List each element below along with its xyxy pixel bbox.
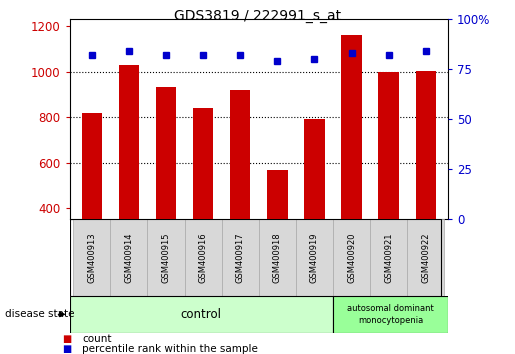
Text: ■: ■ <box>62 344 71 354</box>
Text: GDS3819 / 222991_s_at: GDS3819 / 222991_s_at <box>174 9 341 23</box>
Bar <box>333 296 448 333</box>
Bar <box>296 219 333 296</box>
Bar <box>333 219 370 296</box>
Text: autosomal dominant
monocytopenia: autosomal dominant monocytopenia <box>347 304 434 325</box>
Bar <box>147 219 184 296</box>
Bar <box>81 113 102 219</box>
Bar <box>193 108 213 219</box>
Bar <box>230 90 250 219</box>
Text: GSM400922: GSM400922 <box>421 232 431 283</box>
Text: GSM400918: GSM400918 <box>273 232 282 283</box>
Text: ■: ■ <box>62 334 71 344</box>
Text: GSM400916: GSM400916 <box>199 232 208 283</box>
Bar <box>156 86 176 219</box>
Text: percentile rank within the sample: percentile rank within the sample <box>82 344 259 354</box>
Text: GSM400915: GSM400915 <box>162 232 170 283</box>
Bar <box>267 170 287 219</box>
Bar <box>184 219 221 296</box>
Bar <box>110 219 147 296</box>
Text: GSM400919: GSM400919 <box>310 232 319 283</box>
Bar <box>304 119 324 219</box>
Bar <box>379 72 399 219</box>
Bar <box>341 35 362 219</box>
Bar <box>416 70 436 219</box>
Text: control: control <box>181 308 222 321</box>
Bar <box>118 65 139 219</box>
Bar <box>407 219 444 296</box>
Text: GSM400913: GSM400913 <box>87 232 96 283</box>
Text: GSM400921: GSM400921 <box>384 232 393 283</box>
Text: GSM400920: GSM400920 <box>347 232 356 283</box>
Bar <box>73 219 110 296</box>
Text: disease state: disease state <box>5 309 75 319</box>
Text: count: count <box>82 334 112 344</box>
Bar <box>221 219 259 296</box>
Text: GSM400917: GSM400917 <box>236 232 245 283</box>
Bar <box>370 219 407 296</box>
Bar <box>259 219 296 296</box>
Text: GSM400914: GSM400914 <box>125 232 133 283</box>
Bar <box>70 296 333 333</box>
